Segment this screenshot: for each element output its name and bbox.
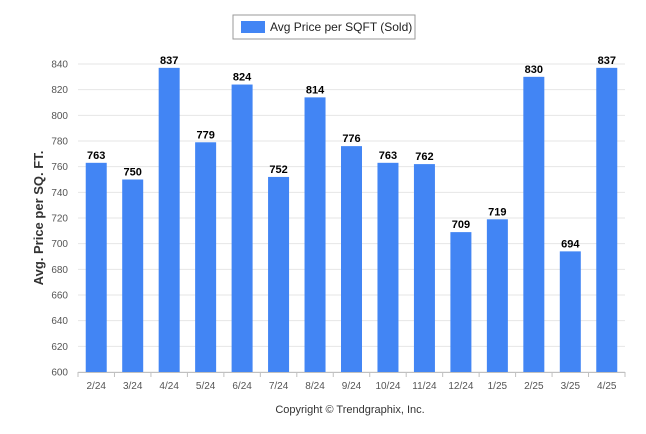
data-label: 763 <box>379 150 397 162</box>
x-tick-label: 8/24 <box>305 381 325 392</box>
bar[interactable] <box>158 67 180 372</box>
data-label: 814 <box>306 84 325 96</box>
data-label: 750 <box>124 167 142 179</box>
data-label: 779 <box>196 129 214 141</box>
x-tick-label: 2/25 <box>524 381 544 392</box>
data-label: 837 <box>598 55 616 67</box>
x-tick-label: 4/24 <box>159 381 179 392</box>
data-label: 752 <box>269 164 287 176</box>
bar[interactable] <box>596 67 618 372</box>
data-label: 837 <box>160 55 178 67</box>
bar[interactable] <box>304 97 326 372</box>
x-tick-label: 11/24 <box>412 381 437 392</box>
data-label: 824 <box>233 72 252 84</box>
x-tick-label: 9/24 <box>342 381 362 392</box>
bar[interactable] <box>559 251 581 372</box>
legend[interactable]: Avg Price per SQFT (Sold) <box>232 14 416 40</box>
bar[interactable] <box>85 162 107 372</box>
data-label: 694 <box>561 238 580 250</box>
y-tick-label: 640 <box>51 316 68 327</box>
y-tick-label: 780 <box>51 137 68 148</box>
y-tick-label: 620 <box>51 342 68 353</box>
bar[interactable] <box>523 76 545 372</box>
x-tick-label: 2/24 <box>86 381 106 392</box>
bar[interactable] <box>377 162 399 372</box>
x-tick-label: 1/25 <box>488 381 508 392</box>
y-tick-label: 760 <box>51 162 68 173</box>
data-labels: 763 750 837 779 824 752 814 776 763 762 709 719 830 6… <box>87 55 616 251</box>
y-tick-label: 740 <box>51 188 68 199</box>
bar[interactable] <box>195 142 217 372</box>
legend-label: Avg Price per SQFT (Sold) <box>270 20 412 34</box>
y-tick-label: 820 <box>51 85 68 96</box>
legend-swatch <box>241 21 265 33</box>
y-tick-label: 840 <box>51 60 68 71</box>
bars <box>85 67 618 373</box>
bar[interactable] <box>231 84 253 373</box>
bar[interactable] <box>486 219 508 372</box>
data-label: 719 <box>488 206 506 218</box>
y-tick-label: 680 <box>51 265 68 276</box>
x-tick-label: 3/25 <box>561 381 581 392</box>
bar[interactable] <box>413 164 435 372</box>
x-tick-label: 7/24 <box>269 381 289 392</box>
y-tick-label: 700 <box>51 239 68 250</box>
y-tick-label: 720 <box>51 214 68 225</box>
data-label: 762 <box>415 151 433 163</box>
x-tick-label: 3/24 <box>123 381 143 392</box>
y-tick-label: 660 <box>51 291 68 302</box>
data-label: 709 <box>452 219 470 231</box>
bar[interactable] <box>341 146 362 372</box>
x-tick-label: 10/24 <box>375 381 400 392</box>
y-axis-title: Avg. Price per SQ. FT. <box>31 151 46 286</box>
data-label: 776 <box>342 133 360 145</box>
y-tick-label: 600 <box>51 368 68 379</box>
bar[interactable] <box>268 176 290 372</box>
x-axis-ticks: 2/24 3/24 4/24 5/24 6/24 7/24 8/24 9/24 10/24 11/… <box>77 372 626 392</box>
y-tick-label: 800 <box>51 111 68 122</box>
x-tick-label: 12/24 <box>448 381 473 392</box>
x-tick-label: 6/24 <box>232 381 252 392</box>
data-label: 830 <box>525 64 543 76</box>
x-tick-label: 4/25 <box>597 381 617 392</box>
data-label: 763 <box>87 150 105 162</box>
y-axis-ticks: 600 620 640 660 680 700 720 740 760 780 800 820 840 <box>51 60 68 379</box>
bar[interactable] <box>122 179 144 373</box>
bar[interactable] <box>450 232 472 372</box>
copyright-footer: Copyright © Trendgraphix, Inc. <box>275 404 424 416</box>
x-tick-label: 5/24 <box>196 381 216 392</box>
